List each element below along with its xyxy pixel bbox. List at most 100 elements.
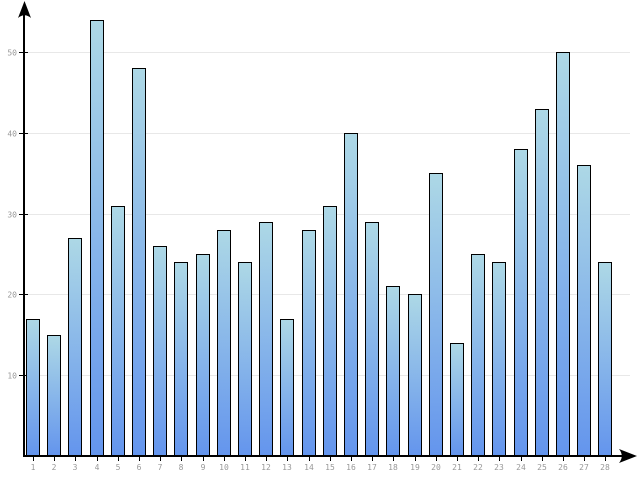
bar	[280, 319, 294, 456]
x-tick	[436, 457, 437, 461]
bar	[365, 222, 379, 456]
x-tick-label: 5	[115, 463, 121, 472]
bar	[556, 52, 570, 456]
x-tick-label: 8	[178, 463, 184, 472]
x-tick	[181, 457, 182, 461]
bar	[153, 246, 167, 456]
x-axis-arrow-icon	[619, 449, 637, 463]
bar	[259, 222, 273, 456]
x-tick	[245, 457, 246, 461]
x-tick-label: 4	[94, 463, 100, 472]
bar	[174, 262, 188, 456]
x-tick	[97, 457, 98, 461]
y-tick-label: 50	[7, 48, 17, 58]
x-tick	[309, 457, 310, 461]
bar	[111, 206, 125, 456]
x-tick-label: 19	[410, 463, 420, 472]
x-tick	[584, 457, 585, 461]
y-tick	[19, 52, 28, 53]
x-tick-label: 13	[282, 463, 292, 472]
x-axis	[23, 455, 622, 457]
gridline	[24, 52, 630, 53]
x-tick-label: 21	[452, 463, 462, 472]
x-tick-label: 25	[537, 463, 547, 472]
x-tick	[266, 457, 267, 461]
x-tick	[224, 457, 225, 461]
y-tick-label: 20	[7, 290, 17, 300]
y-tick	[19, 294, 28, 295]
y-tick-label: 10	[7, 371, 17, 381]
x-tick-label: 7	[157, 463, 163, 472]
x-tick-label: 3	[72, 463, 78, 472]
x-tick-label: 2	[51, 463, 57, 472]
x-tick-label: 6	[136, 463, 142, 472]
bar	[302, 230, 316, 456]
x-tick	[203, 457, 204, 461]
x-tick	[478, 457, 479, 461]
y-tick	[19, 375, 28, 376]
y-axis	[23, 8, 25, 457]
x-tick-label: 9	[200, 463, 206, 472]
bar	[471, 254, 485, 456]
x-tick	[118, 457, 119, 461]
x-tick-label: 1	[30, 463, 36, 472]
bar	[598, 262, 612, 456]
x-tick-label: 20	[431, 463, 441, 472]
bar	[196, 254, 210, 456]
x-tick-label: 17	[367, 463, 377, 472]
x-tick-label: 16	[346, 463, 356, 472]
bar	[386, 286, 400, 456]
x-tick	[457, 457, 458, 461]
x-tick	[160, 457, 161, 461]
y-tick	[19, 214, 28, 215]
y-tick-label: 30	[7, 210, 17, 220]
bar	[514, 149, 528, 456]
bar	[577, 165, 591, 456]
x-tick	[393, 457, 394, 461]
x-tick	[372, 457, 373, 461]
bar	[47, 335, 61, 456]
x-tick-label: 23	[494, 463, 504, 472]
y-tick	[19, 133, 28, 134]
x-tick	[330, 457, 331, 461]
x-tick	[287, 457, 288, 461]
x-tick-label: 15	[325, 463, 335, 472]
x-tick-label: 18	[388, 463, 398, 472]
x-tick	[54, 457, 55, 461]
x-tick-label: 12	[261, 463, 271, 472]
bar	[450, 343, 464, 456]
x-tick	[542, 457, 543, 461]
bar	[238, 262, 252, 456]
x-tick-label: 10	[219, 463, 229, 472]
x-tick	[139, 457, 140, 461]
x-tick	[605, 457, 606, 461]
bar	[26, 319, 40, 456]
bar	[90, 20, 104, 456]
x-tick-label: 26	[558, 463, 568, 472]
x-tick	[33, 457, 34, 461]
x-tick-label: 28	[600, 463, 610, 472]
bar	[217, 230, 231, 456]
x-tick-label: 22	[473, 463, 483, 472]
gridline	[24, 133, 630, 134]
bar	[535, 109, 549, 456]
x-tick	[351, 457, 352, 461]
bar	[408, 294, 422, 456]
x-tick	[563, 457, 564, 461]
x-tick	[499, 457, 500, 461]
bar	[323, 206, 337, 456]
bar	[429, 173, 443, 456]
y-tick-label: 40	[7, 129, 17, 139]
x-tick-label: 14	[304, 463, 314, 472]
x-tick-label: 24	[516, 463, 526, 472]
bar	[492, 262, 506, 456]
x-tick	[521, 457, 522, 461]
bar	[132, 68, 146, 456]
bar	[344, 133, 358, 456]
x-tick-label: 27	[579, 463, 589, 472]
bar	[68, 238, 82, 456]
x-tick-label: 11	[240, 463, 250, 472]
x-tick	[415, 457, 416, 461]
y-axis-arrow-icon	[18, 1, 31, 18]
